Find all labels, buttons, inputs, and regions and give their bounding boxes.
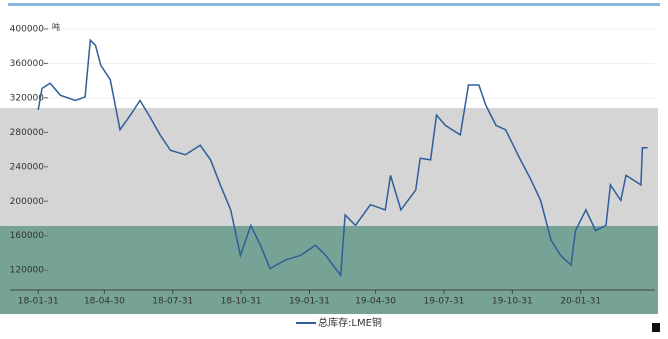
y-tick-label: 200000 [10, 197, 45, 207]
y-tick-label: 280000 [10, 128, 45, 138]
x-tick-label: 18-10-31 [221, 297, 262, 307]
overlay-gray [0, 108, 658, 226]
x-tick-label: 19-10-31 [492, 297, 533, 307]
x-tick-label: 19-07-31 [424, 297, 465, 307]
x-tick-label: 20-01-31 [560, 297, 601, 307]
y-tick-label: 400000 [10, 24, 45, 34]
corner-square [652, 323, 660, 332]
x-tick-label: 18-07-31 [152, 297, 193, 307]
x-tick-label: 19-01-31 [289, 297, 330, 307]
y-tick-label: 160000 [10, 231, 45, 241]
y-tick-label: 240000 [10, 162, 45, 172]
y-tick-label: 120000 [10, 266, 45, 276]
y-tick-label: 360000 [10, 59, 45, 69]
overlay-teal [0, 226, 658, 314]
line-series [37, 38, 648, 278]
legend-label: 总库存:LME铜 [318, 316, 382, 329]
x-tick-label: 18-04-30 [84, 297, 125, 307]
y-tick-label: 320000 [10, 93, 45, 103]
y-unit: 吨 [52, 22, 60, 32]
x-tick-label: 19-04-30 [355, 297, 396, 307]
x-tick-label: 18-01-31 [18, 297, 59, 307]
top-bar [8, 3, 660, 6]
